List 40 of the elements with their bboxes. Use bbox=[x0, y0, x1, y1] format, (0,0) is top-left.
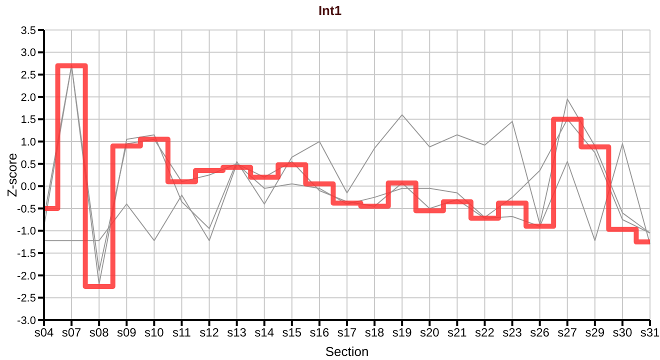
x-tick-label: s22 bbox=[475, 326, 495, 340]
x-tick-label: s29 bbox=[585, 326, 605, 340]
x-tick-label: s20 bbox=[420, 326, 440, 340]
y-tick-label: -0.5 bbox=[17, 203, 36, 216]
y-tick-label: -2.5 bbox=[17, 292, 36, 305]
y-tick-label: 0.0 bbox=[20, 181, 36, 194]
x-tick-label: s10 bbox=[144, 326, 164, 340]
x-tick-label: s26 bbox=[530, 326, 550, 340]
chart-title: Int1 bbox=[317, 2, 343, 20]
x-tick-label: s07 bbox=[62, 326, 82, 340]
y-tick-label: 1.5 bbox=[20, 114, 36, 126]
x-tick-label: s30 bbox=[612, 326, 632, 340]
y-tick-label: 3.0 bbox=[20, 47, 36, 60]
x-tick-label: s11 bbox=[172, 326, 192, 340]
x-tick-label: s15 bbox=[282, 326, 302, 340]
x-tick-label: s12 bbox=[200, 326, 220, 340]
x-tick-label: s31 bbox=[640, 326, 660, 340]
y-tick-label: -1.0 bbox=[17, 226, 36, 238]
x-tick-label: s23 bbox=[502, 326, 522, 340]
x-tick-label: s18 bbox=[364, 326, 385, 340]
x-tick-label: s27 bbox=[558, 326, 578, 340]
x-tick-label: s16 bbox=[310, 326, 330, 340]
x-tick-label: s21 bbox=[448, 326, 468, 340]
y-tick-label: -3.0 bbox=[17, 314, 36, 327]
y-tick-label: 2.0 bbox=[20, 92, 36, 104]
x-tick-label: s04 bbox=[34, 326, 54, 340]
y-tick-label: -1.5 bbox=[17, 248, 36, 260]
y-axis-title: Z-score bbox=[4, 152, 20, 198]
x-tick-label: s08 bbox=[89, 326, 110, 340]
x-tick-label: s17 bbox=[337, 326, 357, 340]
x-tick-label: s19 bbox=[392, 326, 412, 340]
y-tick-label: 2.5 bbox=[20, 70, 36, 82]
y-tick-label: 0.5 bbox=[20, 158, 36, 171]
x-tick-label: s14 bbox=[254, 326, 274, 340]
y-tick-label: -2.0 bbox=[17, 270, 36, 282]
x-tick-label: s09 bbox=[116, 326, 137, 340]
x-tick-label: s13 bbox=[227, 326, 247, 340]
y-tick-label: 3.5 bbox=[20, 24, 36, 37]
x-axis-title: Section bbox=[325, 344, 369, 359]
y-tick-label: 1.0 bbox=[20, 136, 36, 148]
